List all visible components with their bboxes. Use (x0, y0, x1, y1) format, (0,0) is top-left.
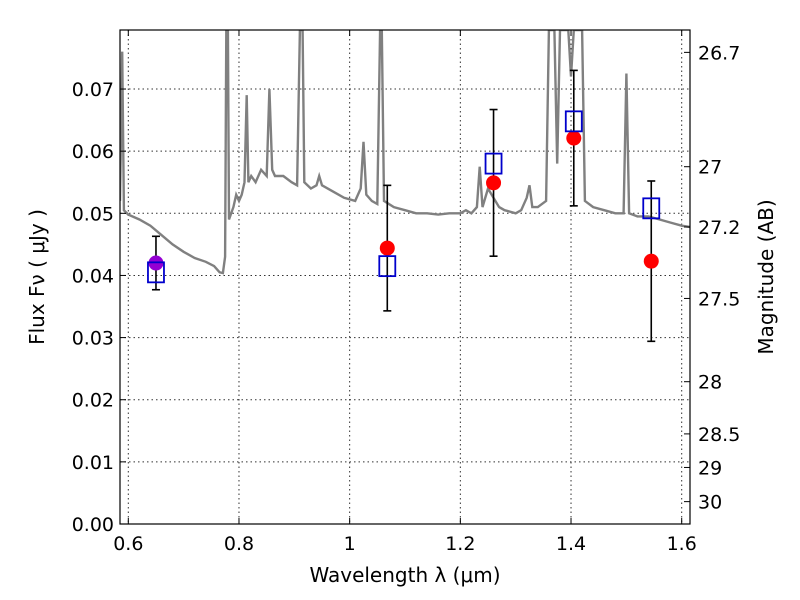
observed-point (486, 175, 502, 191)
y-tick-label: 0.04 (72, 265, 114, 287)
model-square (484, 152, 503, 175)
observed-point (643, 253, 659, 269)
model-photometry (147, 110, 661, 284)
x-tick-label: 0.8 (224, 533, 254, 555)
right-tick-label: 27.2 (698, 217, 740, 239)
x-tick-label: 1 (344, 533, 356, 555)
y-tick-label: 0.05 (72, 203, 114, 225)
y-tick-label: 0.07 (72, 79, 114, 101)
observed-points (148, 130, 659, 271)
x-tick-label: 1.6 (667, 533, 697, 555)
observed-point (566, 130, 582, 146)
y-tick-label: 0.02 (72, 390, 114, 412)
model-spectrum (120, 30, 690, 275)
right-axis-title: Magnitude (AB) (754, 199, 778, 354)
right-tick-label: 26.7 (698, 42, 740, 64)
x-axis-title: Wavelength λ (μm) (309, 563, 500, 587)
right-tick-label: 28.5 (698, 424, 740, 446)
x-tick-label: 1.4 (556, 533, 586, 555)
x-tick-labels: 0.6 0.8 1 1.2 1.4 1.6 (113, 533, 697, 555)
right-tick-label: 27.5 (698, 288, 740, 310)
y-tick-label: 0.06 (72, 141, 114, 163)
right-tick-labels: 26.7 27 27.2 27.5 28 28.5 29 30 (698, 42, 740, 513)
model-square (642, 197, 661, 220)
y-tick-labels: 0.00 0.01 0.02 0.03 0.04 0.05 0.06 0.07 (72, 79, 114, 536)
right-tick-label: 29 (698, 457, 722, 479)
x-tick-label: 1.2 (445, 533, 475, 555)
right-tick-label: 30 (698, 492, 722, 514)
right-tick-label: 27 (698, 157, 722, 179)
y-axis-title: Flux Fν ( μJy ) (25, 209, 49, 345)
model-square (378, 255, 397, 278)
model-square (564, 110, 583, 133)
grid-lines (120, 30, 690, 524)
y-tick-label: 0.01 (72, 452, 114, 474)
observed-point (379, 240, 395, 256)
plot-frame (119, 29, 691, 525)
right-tick-label: 28 (698, 372, 722, 394)
ticks (120, 30, 690, 525)
y-tick-label: 0.00 (72, 514, 114, 536)
model-square (147, 261, 165, 284)
spectrum-line (120, 30, 690, 275)
x-tick-label: 0.6 (113, 533, 143, 555)
y-tick-label: 0.03 (72, 328, 114, 350)
